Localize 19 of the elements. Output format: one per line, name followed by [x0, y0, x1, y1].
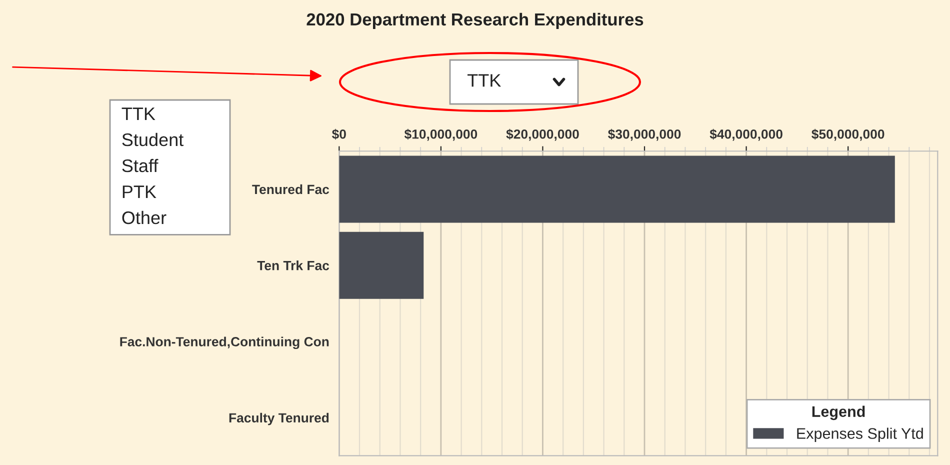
x-tick-label: $30,000,000 — [608, 128, 681, 141]
y-tick-label: Fac.Non-Tenured,Continuing Con — [120, 336, 329, 350]
text: PTK — [122, 186, 156, 198]
text: Student — [122, 132, 184, 146]
text: Staff — [122, 158, 158, 172]
chart-title: 2020 Department Research Expenditures — [306, 12, 644, 30]
y-tick-label: Faculty Tenured — [229, 412, 329, 426]
y-tick-label: Tenured Fac — [252, 184, 330, 194]
legend-title: Legend — [812, 406, 865, 420]
text: TTK — [468, 74, 501, 87]
x-tick-label: $0 — [332, 128, 346, 140]
x-tick-label: $50,000,000 — [812, 128, 884, 141]
x-tick-label: $40,000,000 — [710, 128, 782, 141]
y-tick-label: Ten Trk Fac — [257, 260, 330, 270]
x-tick-label: $10,000,000 — [404, 128, 478, 141]
text: TTK — [122, 108, 156, 120]
x-tick-label: $20,000,000 — [506, 128, 579, 141]
text: Other — [122, 210, 166, 224]
legend-label: Expenses Split Ytd — [797, 428, 923, 442]
